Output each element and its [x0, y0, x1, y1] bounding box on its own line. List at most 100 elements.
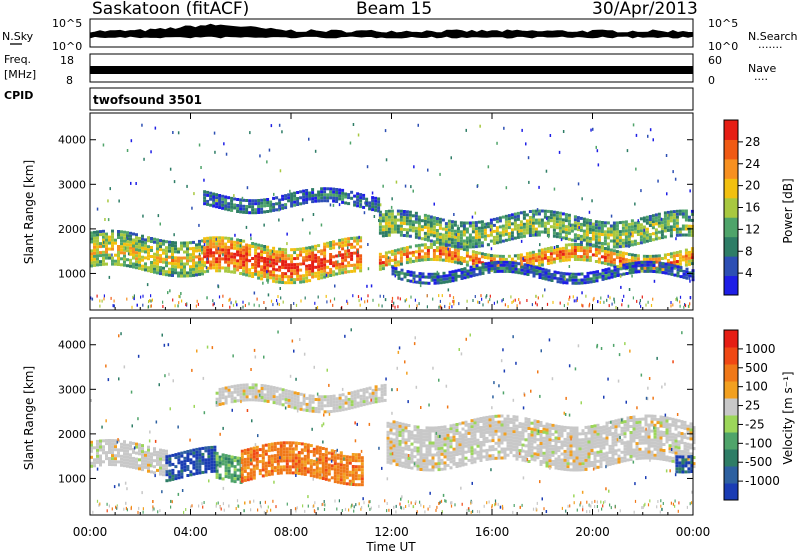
data-cell	[416, 446, 420, 450]
data-speck	[200, 166, 202, 169]
data-speck	[172, 131, 174, 134]
data-cell	[290, 195, 294, 199]
data-cell	[576, 228, 580, 232]
velocity-data	[90, 328, 696, 514]
data-cell	[392, 456, 396, 460]
data-cell	[353, 245, 357, 249]
data-cell	[422, 441, 426, 445]
data-cell	[521, 437, 525, 441]
data-cell	[201, 245, 204, 249]
data-cell	[233, 390, 237, 394]
data-cell	[162, 458, 165, 462]
data-cell	[201, 257, 204, 261]
data-cell	[468, 242, 472, 246]
data-cell	[293, 257, 297, 261]
data-speck	[613, 297, 615, 301]
data-cell	[350, 269, 354, 273]
data-cell	[675, 221, 679, 225]
data-cell	[570, 229, 574, 233]
data-cell	[129, 456, 132, 460]
data-cell	[344, 252, 348, 256]
data-cell	[332, 403, 336, 407]
data-cell	[549, 261, 553, 265]
data-cell	[462, 259, 466, 263]
data-cell	[198, 468, 202, 472]
data-cell	[393, 258, 397, 262]
data-cell	[362, 403, 366, 407]
data-cell	[425, 468, 429, 472]
data-cell	[431, 459, 435, 463]
data-cell	[111, 232, 114, 236]
data-cell	[432, 255, 436, 258]
data-cell	[612, 245, 616, 249]
data-cell	[221, 477, 225, 481]
data-cell	[284, 248, 288, 252]
data-cell	[402, 213, 406, 216]
data-cell	[583, 275, 587, 279]
data-cell	[476, 429, 480, 433]
data-cell	[287, 254, 291, 258]
data-cell	[658, 270, 662, 274]
data-cell	[159, 469, 162, 473]
data-cell	[213, 460, 217, 464]
data-cell	[333, 468, 337, 472]
data-cell	[500, 414, 504, 418]
data-cell	[374, 202, 378, 206]
data-cell	[93, 245, 96, 249]
data-speck	[195, 304, 197, 308]
data-cell	[297, 454, 301, 457]
data-cell	[513, 212, 517, 216]
data-cell	[585, 230, 589, 234]
data-cell	[561, 221, 565, 225]
data-cell	[153, 459, 156, 463]
data-cell	[374, 196, 378, 200]
data-cell	[585, 227, 589, 231]
data-cell	[287, 395, 291, 399]
data-cell	[408, 225, 412, 229]
data-cell	[279, 468, 283, 472]
data-cell	[571, 278, 575, 282]
data-cell	[345, 461, 349, 465]
data-cell	[690, 250, 694, 254]
data-cell	[582, 235, 586, 239]
data-cell	[519, 256, 523, 260]
data-cell	[594, 248, 598, 251]
data-speck	[177, 304, 179, 308]
data-speck	[549, 134, 552, 137]
data-cell	[684, 233, 688, 237]
data-cell	[300, 469, 304, 473]
data-cell	[129, 261, 132, 265]
data-cell	[410, 466, 414, 470]
data-cell	[344, 407, 348, 411]
data-cell	[341, 256, 345, 260]
data-cell	[450, 223, 454, 227]
data-cell	[555, 220, 559, 224]
data-cell	[326, 265, 330, 269]
data-cell	[123, 242, 126, 246]
data-cell	[574, 278, 578, 282]
data-cell	[600, 227, 604, 230]
data-cell	[603, 239, 607, 243]
data-cell	[450, 235, 454, 239]
data-cell	[371, 205, 375, 209]
data-cell	[501, 227, 505, 231]
data-cell	[646, 263, 650, 267]
data-cell	[186, 262, 189, 266]
data-cell	[447, 222, 451, 226]
data-cell	[267, 470, 271, 474]
data-cell	[227, 257, 231, 261]
data-cell	[308, 270, 312, 274]
data-speck	[250, 237, 252, 241]
data-cell	[345, 467, 349, 471]
data-cell	[547, 269, 551, 273]
data-cell	[447, 234, 451, 238]
data-cell	[99, 251, 102, 255]
data-cell	[338, 197, 342, 201]
data-cell	[609, 230, 613, 234]
data-cell	[468, 239, 472, 243]
data-speck	[273, 192, 275, 196]
data-cell	[291, 462, 295, 466]
data-cell	[348, 470, 352, 474]
data-cell	[215, 245, 219, 249]
data-cell	[290, 278, 294, 282]
